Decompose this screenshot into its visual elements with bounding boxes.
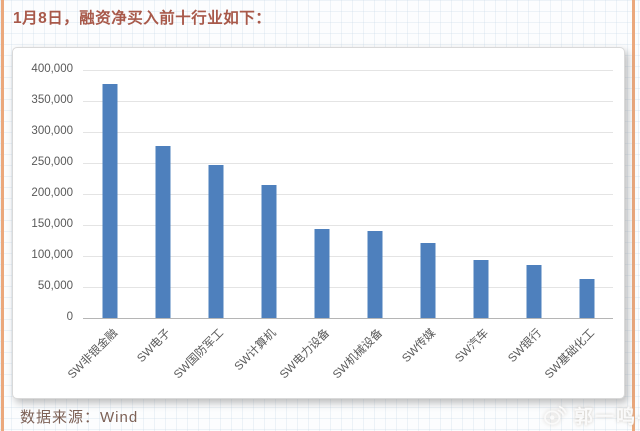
x-tick-label: SW汽车 — [453, 327, 492, 365]
plot-area — [83, 70, 613, 319]
gridline — [83, 163, 613, 164]
bar — [367, 230, 382, 318]
gridline — [83, 225, 613, 226]
gridline — [83, 194, 613, 195]
x-tick-label: SW传媒 — [400, 327, 439, 365]
x-tick-label: SW非银金融 — [65, 327, 121, 382]
left-accent-rule — [1, 0, 4, 431]
data-source-label: 数据来源：Wind — [20, 409, 139, 426]
y-tick-label: 50,000 — [37, 280, 73, 292]
gridline — [83, 132, 613, 133]
chart-panel: 0 50,000 100,000 150,000 200,000 250,000 300,0… — [12, 47, 625, 399]
y-tick-label: 300,000 — [31, 125, 73, 137]
right-accent-rule — [632, 0, 635, 431]
page-title: 1月8日，融资净买入前十行业如下： — [13, 10, 272, 27]
x-tick-label: SW基础化工 — [542, 327, 598, 382]
x-axis-line — [83, 318, 613, 319]
bar — [526, 265, 541, 318]
bar — [102, 83, 117, 318]
bar — [155, 145, 170, 318]
bar — [314, 229, 329, 318]
x-tick-label: SW计算机 — [233, 327, 280, 374]
x-tick-label: SW机械设备 — [330, 327, 386, 382]
x-tick-label: SW电力设备 — [277, 327, 333, 382]
bar — [261, 184, 276, 318]
gridline — [83, 256, 613, 257]
gridline — [83, 101, 613, 102]
bar — [579, 278, 594, 318]
x-tick-label: SW国防军工 — [171, 327, 227, 382]
gridline — [83, 70, 613, 71]
y-tick-label: 150,000 — [31, 218, 73, 230]
weibo-icon — [543, 405, 567, 426]
watermark-text: 郭一鸣- — [574, 407, 640, 428]
x-tick-label: SW电子 — [135, 327, 174, 365]
bar — [473, 260, 488, 318]
y-tick-label: 200,000 — [31, 187, 73, 199]
bar — [208, 164, 223, 318]
bar — [420, 242, 435, 318]
y-tick-label: 0 — [66, 311, 73, 323]
y-tick-label: 100,000 — [31, 249, 73, 261]
watermark: 郭一鸣- — [543, 402, 640, 429]
x-tick-label: SW银行 — [506, 327, 545, 365]
y-tick-label: 400,000 — [31, 63, 73, 75]
gridline — [83, 287, 613, 288]
y-tick-label: 250,000 — [31, 156, 73, 168]
y-tick-label: 350,000 — [31, 94, 73, 106]
